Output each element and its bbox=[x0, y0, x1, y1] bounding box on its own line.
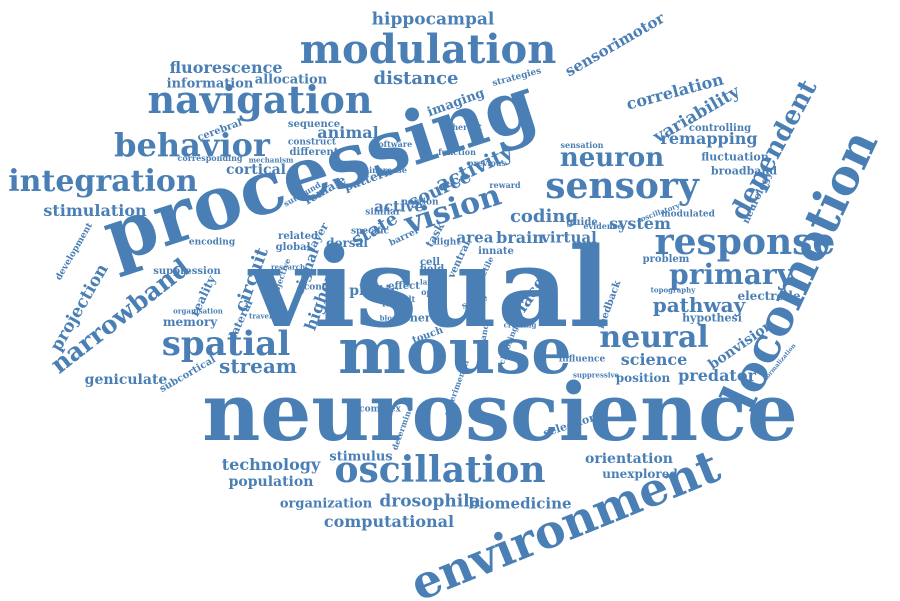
cloud-word-hippocampal: hippocampal bbox=[371, 9, 495, 30]
cloud-word-computational: computational bbox=[323, 512, 455, 531]
cloud-word-result: result bbox=[388, 294, 416, 304]
cloud-word-controlling: controlling bbox=[688, 123, 752, 134]
cloud-word-primary: primary bbox=[669, 258, 793, 291]
cloud-word-construct: construct bbox=[287, 137, 337, 148]
cloud-word-virtual: virtual bbox=[541, 228, 597, 247]
cloud-word-different: different bbox=[289, 147, 339, 158]
cloud-word-distance: distance bbox=[373, 68, 459, 89]
cloud-word-previous: previous bbox=[467, 158, 507, 168]
cloud-word-organisation: organisation bbox=[173, 306, 223, 316]
cloud-word-biomedicine: biomedicine bbox=[468, 494, 572, 513]
cloud-word-innate: innate bbox=[478, 246, 514, 257]
cloud-word-blocked: blocked bbox=[379, 313, 411, 323]
cloud-word-spatial: spatial bbox=[161, 324, 291, 364]
cloud-word-cell: cell bbox=[419, 257, 441, 268]
cloud-word-allocation: allocation bbox=[254, 72, 328, 88]
cloud-word-creating: creating bbox=[503, 320, 537, 330]
cloud-word-larger: larger bbox=[420, 277, 444, 287]
cloud-word-hypothesi: hypothesi bbox=[682, 311, 742, 325]
cloud-word-photic: photic bbox=[349, 283, 399, 299]
cloud-word-modulation: modulation bbox=[299, 26, 557, 73]
cloud-word-suppressive: suppressive bbox=[572, 370, 620, 380]
cloud-word-global: global bbox=[275, 242, 311, 253]
cloud-word-animal: animal bbox=[317, 123, 379, 142]
cloud-word-cortical: cortical bbox=[226, 162, 286, 178]
cloud-word-stimulus: stimulus bbox=[329, 449, 393, 465]
cloud-word-sequence: sequence bbox=[287, 119, 341, 130]
cloud-word-influence: influence bbox=[558, 354, 606, 365]
cloud-word-position: position bbox=[615, 371, 671, 385]
cloud-word-navigation: navigation bbox=[147, 77, 373, 122]
cloud-word-increase: increase bbox=[369, 165, 407, 175]
cloud-word-sensation: sensation bbox=[560, 140, 604, 150]
cloud-word-neuron: neuron bbox=[559, 143, 665, 173]
cloud-word-traveled: traveled bbox=[249, 311, 281, 321]
cloud-word-unexplored: unexplored bbox=[602, 467, 678, 481]
cloud-word-corresponding: corresponding bbox=[177, 153, 243, 163]
cloud-word-guide: guide bbox=[566, 217, 598, 228]
cloud-word-broadband: broadband bbox=[710, 164, 778, 178]
cloud-word-function: function bbox=[438, 147, 476, 157]
cloud-word-portion: portion bbox=[401, 197, 439, 208]
cloud-word-software: software bbox=[373, 139, 413, 149]
cloud-word-neural: neural bbox=[599, 320, 709, 355]
cloud-word-sensory: sensory bbox=[545, 165, 699, 207]
cloud-word-coherent: coherent bbox=[442, 122, 482, 132]
cloud-word-stimulation: stimulation bbox=[43, 201, 147, 220]
cloud-word-research: research bbox=[270, 262, 306, 272]
cloud-word-specific: specific bbox=[350, 226, 390, 237]
cloud-word-mouse: mouse bbox=[338, 314, 572, 389]
cloud-word-behavior: behavior bbox=[114, 126, 270, 164]
cloud-word-visual: visual bbox=[249, 223, 611, 352]
cloud-word-organization: organization bbox=[279, 496, 373, 512]
cloud-word-flight: flight bbox=[433, 237, 461, 248]
cloud-word-mechanism: mechanism bbox=[248, 155, 294, 165]
cloud-word-similar: similar bbox=[365, 207, 401, 218]
cloud-word-sensorimotor: sensorimotor bbox=[561, 8, 668, 81]
cloud-word-geniculate: geniculate bbox=[84, 372, 168, 388]
cloud-word-memory: memory bbox=[162, 315, 218, 329]
cloud-word-area: area bbox=[456, 228, 494, 247]
cloud-word-oscillation: oscillation bbox=[334, 449, 546, 491]
cloud-word-response: response bbox=[654, 221, 836, 263]
cloud-word-modulated: modulated bbox=[661, 209, 715, 220]
cloud-word-remapping: remapping bbox=[660, 129, 758, 148]
cloud-word-reward: reward bbox=[489, 180, 521, 190]
cloud-word-encoding: encoding bbox=[188, 237, 236, 248]
cloud-word-predator: predator bbox=[678, 366, 756, 385]
cloud-word-problem: problem bbox=[642, 254, 690, 265]
cloud-word-science: science bbox=[620, 350, 688, 369]
cloud-word-information: information bbox=[166, 76, 254, 92]
cloud-word-fluorescence: fluorescence bbox=[169, 58, 283, 77]
cloud-word-orientation: orientation bbox=[585, 451, 673, 467]
cloud-word-dorsal: dorsal bbox=[326, 236, 368, 250]
cloud-word-drosophila: drosophila bbox=[379, 491, 481, 512]
cloud-word-effect: effect bbox=[388, 281, 420, 292]
cloud-word-suppression: suppression bbox=[153, 266, 221, 277]
cloud-word-nerve: nerve bbox=[409, 311, 445, 325]
cloud-word-control: control bbox=[303, 282, 341, 293]
cloud-word-topography: topography bbox=[650, 285, 696, 295]
cloud-word-integration: integration bbox=[8, 164, 198, 199]
cloud-word-evidence: evidence bbox=[583, 221, 623, 231]
cloud-word-brain: brain bbox=[496, 228, 544, 247]
cloud-word-neuroscience: neuroscience bbox=[202, 365, 798, 459]
cloud-word-active: active bbox=[374, 197, 424, 216]
cloud-word-field: field bbox=[419, 264, 445, 275]
cloud-word-coding: coding bbox=[509, 206, 579, 227]
cloud-word-pathway: pathway bbox=[652, 293, 746, 317]
cloud-word-fluctuation: fluctuation bbox=[701, 150, 769, 164]
cloud-word-factor: factor bbox=[381, 299, 413, 310]
cloud-word-technology: technology bbox=[221, 455, 321, 474]
cloud-word-system: system bbox=[609, 214, 671, 233]
cloud-word-complex: complex bbox=[359, 404, 401, 415]
cloud-word-stream: stream bbox=[219, 354, 297, 378]
cloud-word-population: population bbox=[228, 474, 314, 490]
cloud-word-related: related bbox=[278, 231, 318, 242]
cloud-word-open: open bbox=[421, 287, 443, 297]
cloud-word-electrode: electrode bbox=[737, 289, 801, 303]
